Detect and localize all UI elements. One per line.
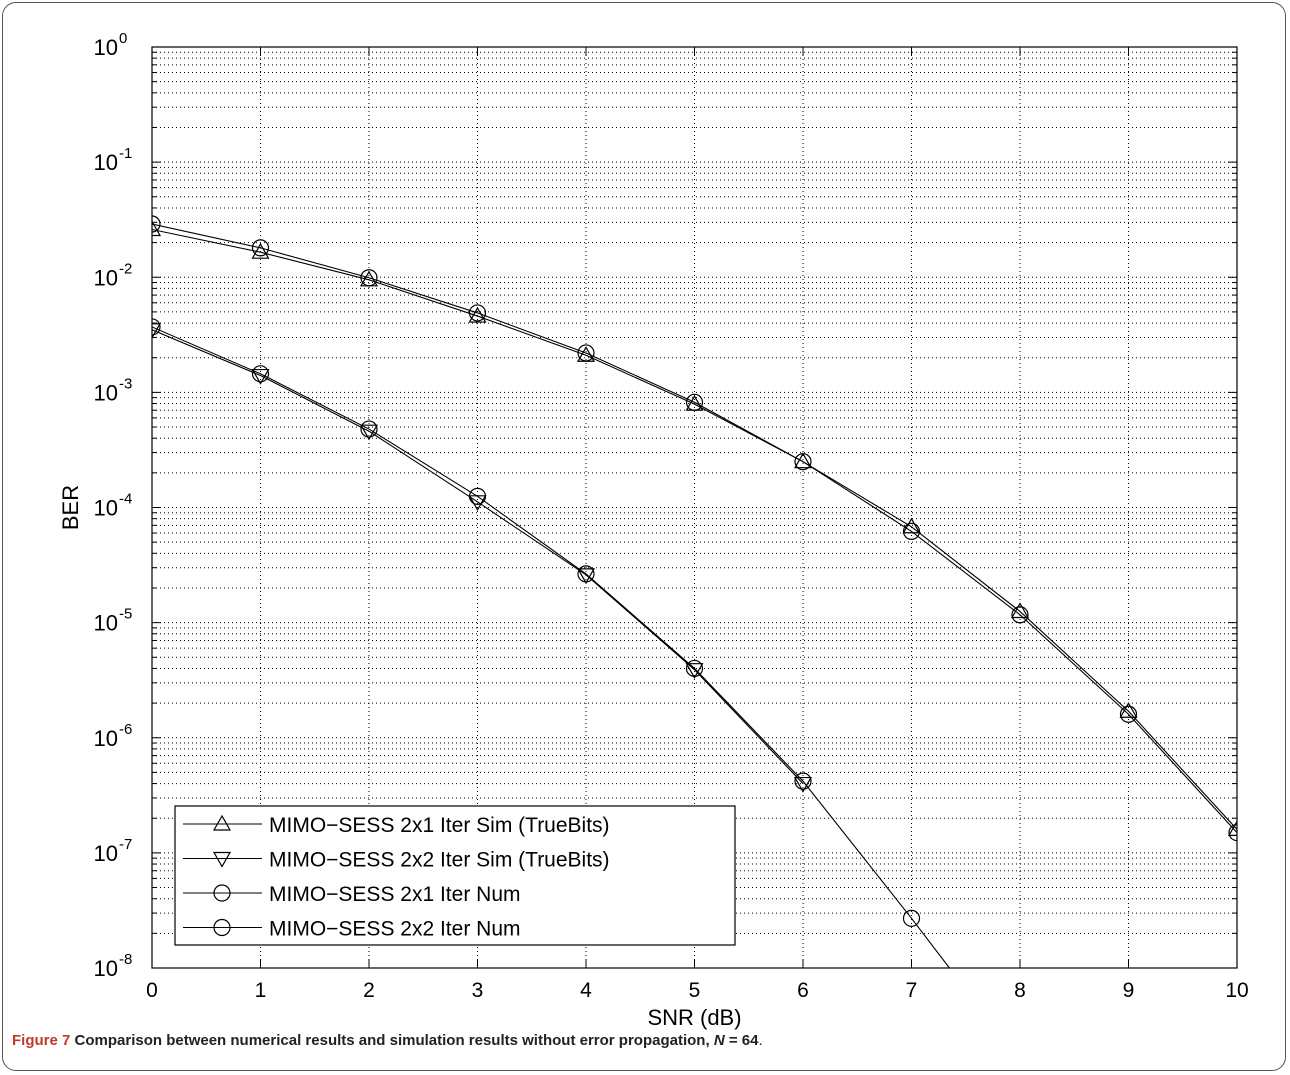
data-point — [793, 776, 813, 793]
legend-entry-1: MIMO−SESS 2x1 Iter Sim (TrueBits) — [183, 814, 610, 837]
legend-marker — [213, 918, 231, 937]
x-tick-label: 4 — [580, 979, 592, 1002]
y-tick-exponent: -2 — [119, 260, 132, 277]
data-point — [577, 344, 595, 362]
x-axis-label: SNR (dB) — [647, 1005, 741, 1030]
legend-entry-4: MIMO−SESS 2x2 Iter Num — [183, 918, 521, 941]
data-point — [685, 393, 704, 411]
data-point — [793, 452, 813, 469]
data-point — [577, 565, 595, 583]
data-point — [360, 420, 378, 438]
data-point — [152, 323, 162, 339]
series-line — [152, 326, 950, 968]
series-line — [152, 223, 1237, 833]
caption-n-value: = 64 — [724, 1032, 759, 1049]
caption-text: Comparison between numerical results and… — [70, 1032, 714, 1049]
y-tick-label: 10 — [94, 956, 118, 981]
data-point — [902, 909, 921, 927]
series-line — [152, 329, 804, 784]
data-point — [468, 487, 487, 505]
y-tick-label: 10 — [94, 380, 118, 405]
data-point — [1119, 705, 1138, 723]
legend-marker — [212, 851, 232, 868]
x-tick-label: 9 — [1123, 979, 1135, 1002]
x-tick-label: 5 — [689, 979, 701, 1002]
data-point — [359, 424, 379, 441]
y-tick-exponent: -6 — [119, 721, 132, 738]
data-point — [794, 453, 812, 471]
data-point — [576, 568, 596, 585]
data-point — [152, 318, 161, 336]
data-point — [360, 269, 378, 287]
data-point — [685, 663, 704, 679]
legend-label: MIMO−SESS 2x2 Iter Sim (TrueBits) — [269, 849, 610, 872]
data-point — [251, 239, 270, 257]
series-3 — [152, 215, 1237, 842]
data-point — [468, 304, 487, 322]
y-tick-label: 10 — [94, 726, 118, 751]
series-4 — [152, 318, 950, 968]
y-tick-exponent: -5 — [119, 606, 132, 623]
x-tick-label: 1 — [255, 979, 267, 1002]
y-axis-label: BER — [58, 485, 83, 530]
legend-entry-2: MIMO−SESS 2x2 Iter Sim (TrueBits) — [183, 849, 610, 872]
legend-label: MIMO−SESS 2x1 Iter Num — [269, 883, 521, 906]
y-tick-label: 10 — [94, 496, 118, 521]
x-tick-label: 0 — [146, 979, 158, 1002]
y-tick-exponent: -1 — [119, 145, 132, 162]
caption-n-symbol: N — [713, 1032, 725, 1049]
x-tick-label: 2 — [363, 979, 375, 1002]
x-tick-label: 7 — [906, 979, 918, 1002]
y-tick-exponent: -7 — [119, 836, 132, 853]
figure-caption: Figure 7 Comparison between numerical re… — [12, 1032, 763, 1049]
y-tick-label: 10 — [94, 841, 118, 866]
legend: MIMO−SESS 2x1 Iter Sim (TrueBits) MIMO−SE… — [174, 805, 736, 946]
y-tick-label: 10 — [94, 611, 118, 636]
caption-tail: . — [758, 1032, 763, 1049]
x-tick-label: 6 — [797, 979, 809, 1002]
x-tick-label: 8 — [1014, 979, 1026, 1002]
legend-marker — [213, 884, 231, 902]
series-2 — [152, 323, 813, 793]
data-point — [685, 659, 704, 678]
series-line — [152, 228, 1237, 830]
legend-entry-3: MIMO−SESS 2x1 Iter Num — [183, 883, 521, 906]
data-point — [152, 220, 162, 237]
y-tick-exponent: 0 — [119, 30, 127, 47]
data-point — [152, 215, 161, 233]
y-tick-label: 10 — [94, 265, 118, 290]
legend-box — [174, 805, 736, 946]
data-point — [468, 306, 487, 323]
data-point — [251, 368, 270, 385]
y-tick-label: 10 — [94, 35, 118, 60]
data-point — [794, 772, 812, 790]
x-tick-label: 3 — [472, 979, 484, 1002]
data-point — [1228, 824, 1237, 842]
y-tick-exponent: -8 — [119, 951, 132, 968]
axis-labels: SNR (dB) BER — [58, 485, 742, 1030]
caption-label: Figure 7 — [12, 1032, 71, 1049]
y-tick-exponent: -3 — [119, 375, 132, 392]
y-tick-exponent: -4 — [119, 491, 132, 508]
legend-marker — [212, 814, 232, 831]
data-point — [1010, 602, 1030, 619]
legend-label: MIMO−SESS 2x1 Iter Sim (TrueBits) — [269, 814, 610, 837]
data-point — [902, 517, 921, 534]
data-point — [1011, 606, 1029, 624]
data-point — [902, 522, 921, 541]
series-layer — [152, 215, 1237, 968]
data-point — [251, 243, 270, 259]
legend-label: MIMO−SESS 2x2 Iter Num — [269, 918, 521, 941]
x-tick-label: 10 — [1225, 979, 1248, 1002]
data-point — [251, 365, 270, 383]
y-tick-label: 10 — [94, 150, 118, 175]
